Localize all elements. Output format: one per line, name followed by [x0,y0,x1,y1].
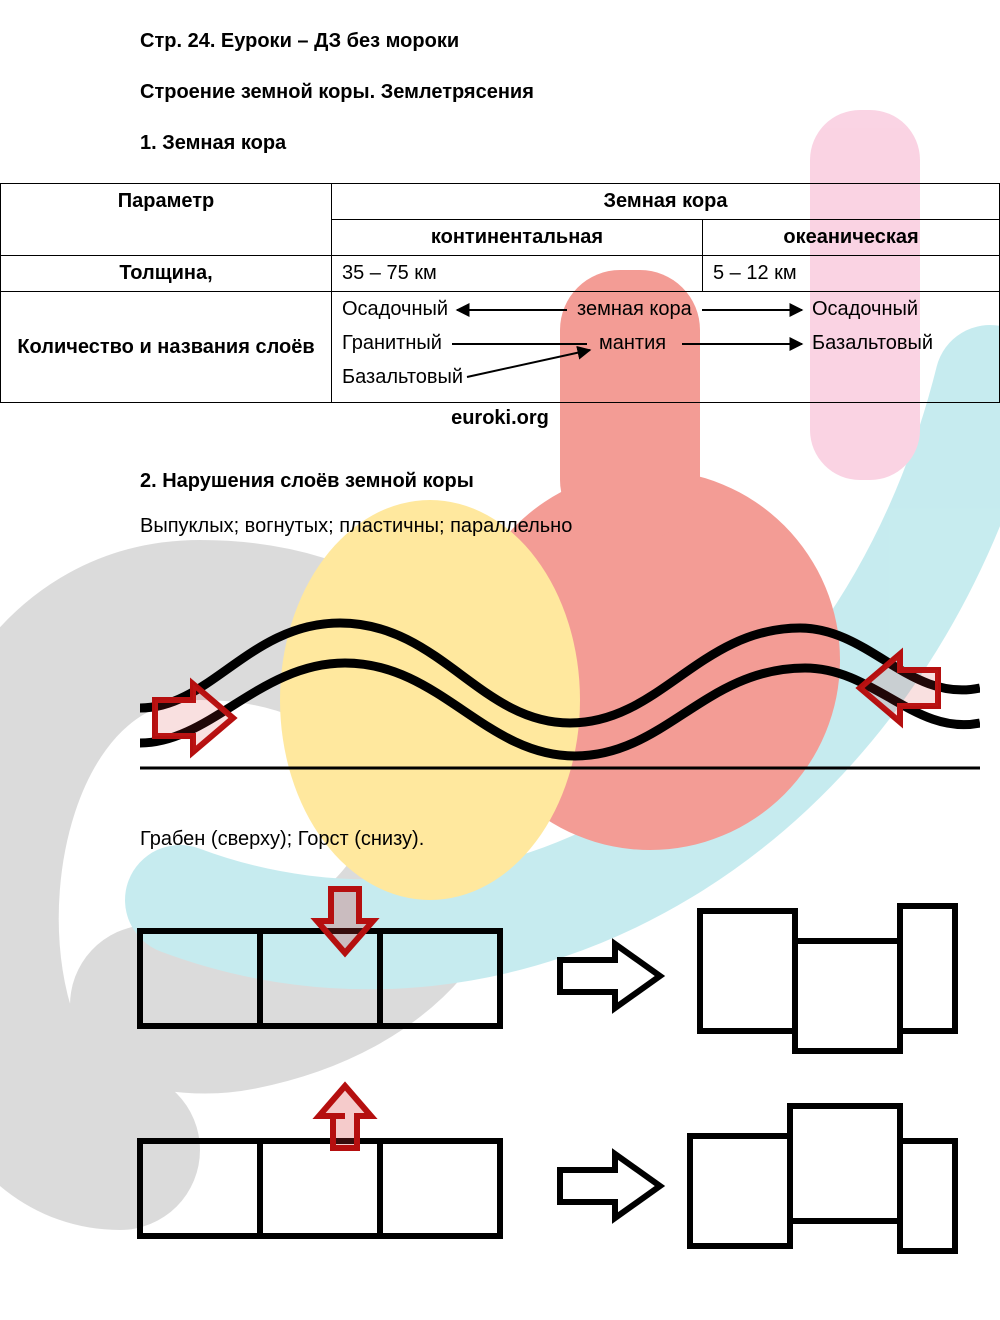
thickness-continental: 35 – 75 км [332,256,703,292]
section-2-title: 2. Нарушения слоёв земной коры [140,470,960,493]
disturbance-text: Выпуклых; вогнутых; пластичны; параллель… [140,515,960,538]
section-1-title: 1. Земная кора [140,132,960,155]
col-continental: континентальная [332,220,703,256]
credit-text: euroki.org [0,407,1000,430]
layers-diagram: Осадочный Гранитный Базальтовый земная к… [332,292,999,402]
red-arrow-down [317,889,373,953]
row-layers: Количество и названия слоёв [1,292,332,403]
layers-arrows [332,292,1000,402]
row-thickness: Толщина, [1,256,332,292]
thickness-oceanic: 5 – 12 км [703,256,1000,292]
crust-table: Параметр Земная кора континентальная оке… [0,183,1000,403]
page-line: Стр. 24. Еуроки – ДЗ без мороки [140,30,960,53]
page-title: Строение земной коры. Землетрясения [140,81,960,104]
black-arrow-right [560,1154,660,1218]
graben-diagram [0,881,1000,1061]
col-crust: Земная кора [332,184,1000,220]
horst-diagram [0,1071,1000,1261]
fold-diagram [140,568,960,798]
black-arrow-right [560,944,660,1008]
col-oceanic: океаническая [703,220,1000,256]
col-parameter: Параметр [1,184,332,256]
graben-horst-text: Грабен (сверху); Горст (снизу). [140,828,960,851]
